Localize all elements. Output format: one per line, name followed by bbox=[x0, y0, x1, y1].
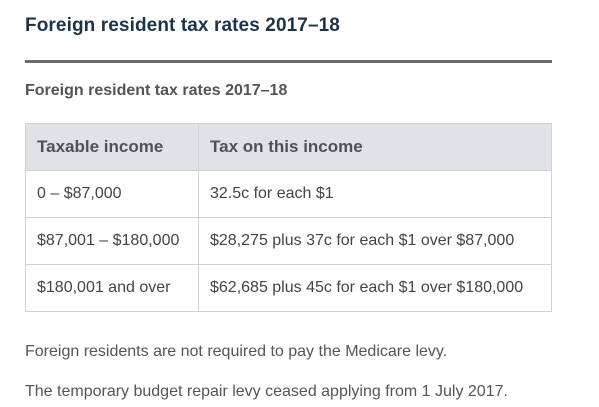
taxable-income-cell: 0 – $87,000 bbox=[25, 170, 199, 218]
taxable-income-cell: $180,001 and over bbox=[25, 264, 199, 312]
column-header-taxable-income: Taxable income bbox=[25, 123, 199, 171]
table-row: $87,001 – $180,000 $28,275 plus 37c for … bbox=[25, 217, 552, 265]
tax-amount-cell: $62,685 plus 45c for each $1 over $180,0… bbox=[198, 264, 552, 312]
table-caption: Foreign resident tax rates 2017–18 bbox=[25, 82, 288, 99]
tax-amount-cell: $28,275 plus 37c for each $1 over $87,00… bbox=[198, 217, 552, 265]
taxable-income-cell: $87,001 – $180,000 bbox=[25, 217, 199, 265]
title-divider bbox=[25, 60, 552, 63]
table-row: 0 – $87,000 32.5c for each $1 bbox=[25, 170, 552, 218]
tax-amount-cell: 32.5c for each $1 bbox=[198, 170, 552, 218]
tax-rates-table: Taxable income Tax on this income 0 – $8… bbox=[25, 123, 552, 312]
page-title: Foreign resident tax rates 2017–18 bbox=[25, 15, 340, 36]
column-header-tax-on-income: Tax on this income bbox=[198, 123, 552, 171]
budget-repair-levy-note: The temporary budget repair levy ceased … bbox=[25, 383, 508, 400]
table-header-row: Taxable income Tax on this income bbox=[25, 123, 552, 171]
medicare-levy-note: Foreign residents are not required to pa… bbox=[25, 343, 448, 360]
table-row: $180,001 and over $62,685 plus 45c for e… bbox=[25, 264, 552, 312]
